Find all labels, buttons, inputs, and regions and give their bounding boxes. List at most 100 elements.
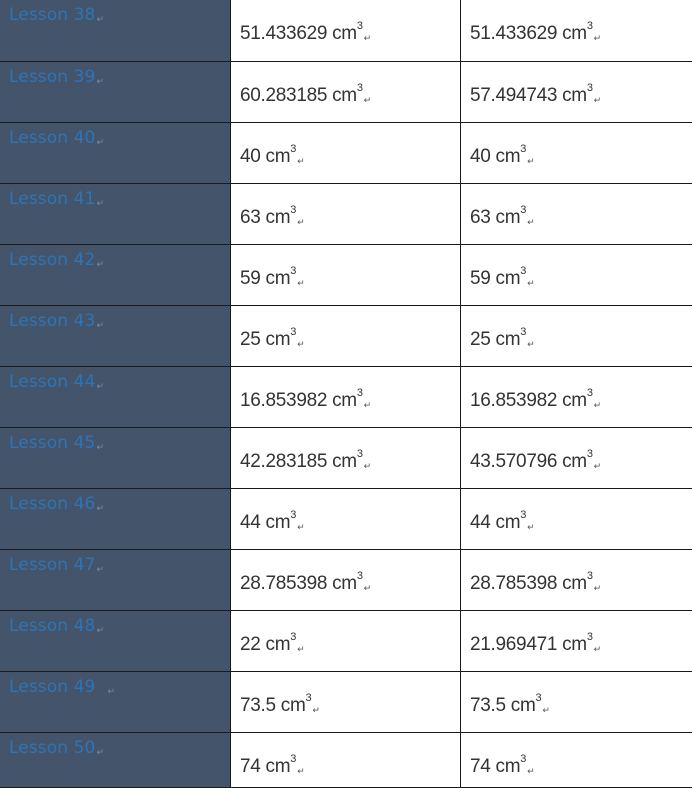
- cubic-exponent: 3: [587, 20, 593, 32]
- cubic-exponent: 3: [357, 448, 363, 460]
- volume-cell-1: 59 cm3↵: [231, 245, 461, 306]
- paragraph-mark-icon: ↵: [364, 96, 371, 106]
- paragraph-mark-icon: ↵: [96, 260, 104, 270]
- lesson-label: Lesson 45↵: [0, 428, 230, 453]
- cubic-exponent: 3: [357, 387, 363, 399]
- cubic-exponent: 3: [587, 82, 593, 94]
- paragraph-mark-icon: ↵: [364, 584, 371, 594]
- lesson-label-text: Lesson 41: [9, 189, 95, 209]
- paragraph-mark-icon: ↵: [527, 157, 534, 167]
- lesson-cell: Lesson 43↵: [0, 306, 231, 367]
- paragraph-mark-icon: ↵: [96, 443, 104, 453]
- lesson-label-text: Lesson 39: [9, 67, 95, 87]
- cubic-exponent: 3: [520, 204, 526, 216]
- paragraph-mark-icon: ↵: [542, 706, 549, 716]
- lesson-label: Lesson 50↵: [0, 733, 230, 758]
- volume-value: 40 cm3↵: [231, 123, 460, 168]
- paragraph-mark-icon: ↵: [364, 34, 371, 44]
- paragraph-mark-icon: ↵: [594, 584, 601, 594]
- volume-value-text: 74 cm: [470, 756, 520, 777]
- lesson-label: Lesson 44↵: [0, 367, 230, 392]
- volume-value-text: 63 cm: [470, 207, 520, 228]
- lesson-cell: Lesson 46↵: [0, 489, 231, 550]
- cubic-exponent: 3: [290, 631, 296, 643]
- paragraph-mark-icon: ↵: [527, 523, 534, 533]
- cubic-exponent: 3: [587, 448, 593, 460]
- paragraph-mark-icon: ↵: [297, 218, 304, 228]
- lesson-label-text: Lesson 47: [9, 555, 95, 575]
- cubic-exponent: 3: [290, 509, 296, 521]
- volume-cell-1: 74 cm3↵: [231, 733, 461, 788]
- volume-value: 28.785398 cm3↵: [231, 550, 460, 595]
- cubic-exponent: 3: [290, 143, 296, 155]
- paragraph-mark-icon: ↵: [96, 199, 104, 209]
- paragraph-mark-icon: ↵: [96, 748, 104, 758]
- volume-value-text: 73.5 cm: [470, 695, 536, 716]
- lesson-cell: Lesson 42↵: [0, 245, 231, 306]
- lesson-cell: Lesson 44↵: [0, 367, 231, 428]
- table-row: Lesson 40↵40 cm3↵40 cm3↵: [0, 123, 692, 184]
- lesson-cell: Lesson 50↵: [0, 733, 231, 788]
- lesson-label-text: Lesson 38: [9, 5, 95, 25]
- volume-cell-1: 22 cm3↵: [231, 611, 461, 672]
- volume-value-text: 42.283185 cm: [240, 451, 357, 472]
- volume-value: 43.570796 cm3↵: [461, 428, 692, 473]
- paragraph-mark-icon: ↵: [527, 767, 534, 777]
- lesson-cell: Lesson 49↵: [0, 672, 231, 733]
- volume-value-text: 40 cm: [240, 146, 290, 167]
- lesson-label-text: Lesson 42: [9, 250, 95, 270]
- volume-cell-1: 16.853982 cm3↵: [231, 367, 461, 428]
- paragraph-mark-icon: ↵: [297, 279, 304, 289]
- lesson-cell: Lesson 48↵: [0, 611, 231, 672]
- table-row: Lesson 48↵22 cm3↵21.969471 cm3↵: [0, 611, 692, 672]
- volume-value: 57.494743 cm3↵: [461, 62, 692, 107]
- cubic-exponent: 3: [520, 326, 526, 338]
- volume-value-text: 43.570796 cm: [470, 451, 587, 472]
- table-row: Lesson 45↵42.283185 cm3↵43.570796 cm3↵: [0, 428, 692, 489]
- table-row: Lesson 44↵16.853982 cm3↵16.853982 cm3↵: [0, 367, 692, 428]
- volume-value-text: 51.433629 cm: [240, 23, 357, 44]
- volume-value-text: 63 cm: [240, 207, 290, 228]
- cubic-exponent: 3: [357, 570, 363, 582]
- lesson-label: Lesson 43↵: [0, 306, 230, 331]
- paragraph-mark-icon: ↵: [297, 340, 304, 350]
- lesson-label: Lesson 41↵: [0, 184, 230, 209]
- volume-cell-2: 16.853982 cm3↵: [461, 367, 692, 428]
- volume-value: 25 cm3↵: [461, 306, 692, 351]
- volume-value: 59 cm3↵: [231, 245, 460, 290]
- volume-value-text: 22 cm: [240, 634, 290, 655]
- volume-value-text: 16.853982 cm: [240, 390, 357, 411]
- volume-value-text: 44 cm: [240, 512, 290, 533]
- lesson-label: Lesson 46↵: [0, 489, 230, 514]
- volume-value: 73.5 cm3↵: [231, 672, 460, 717]
- table-row: Lesson 47↵28.785398 cm3↵28.785398 cm3↵: [0, 550, 692, 611]
- volume-cell-2: 59 cm3↵: [461, 245, 692, 306]
- lesson-label-text: Lesson 43: [9, 311, 95, 331]
- lesson-label-text: Lesson 50: [9, 738, 95, 758]
- volume-cell-2: 57.494743 cm3↵: [461, 62, 692, 123]
- paragraph-mark-icon: ↵: [594, 401, 601, 411]
- paragraph-mark-icon: ↵: [297, 157, 304, 167]
- lesson-label: Lesson 42↵: [0, 245, 230, 270]
- volume-cell-2: 43.570796 cm3↵: [461, 428, 692, 489]
- paragraph-mark-icon: ↵: [96, 504, 104, 514]
- cubic-exponent: 3: [357, 20, 363, 32]
- cubic-exponent: 3: [520, 265, 526, 277]
- cubic-exponent: 3: [520, 753, 526, 765]
- volume-value: 42.283185 cm3↵: [231, 428, 460, 473]
- paragraph-mark-icon: ↵: [297, 767, 304, 777]
- table-row: Lesson 41↵63 cm3↵63 cm3↵: [0, 184, 692, 245]
- volume-value: 22 cm3↵: [231, 611, 460, 656]
- volume-value-text: 44 cm: [470, 512, 520, 533]
- volume-cell-1: 28.785398 cm3↵: [231, 550, 461, 611]
- volume-value-text: 28.785398 cm: [240, 573, 357, 594]
- paragraph-mark-icon: ↵: [96, 77, 104, 87]
- volume-cell-1: 25 cm3↵: [231, 306, 461, 367]
- paragraph-mark-icon: ↵: [96, 382, 104, 392]
- volume-value-text: 60.283185 cm: [240, 85, 357, 106]
- paragraph-mark-icon: ↵: [297, 645, 304, 655]
- paragraph-mark-icon: ↵: [527, 279, 534, 289]
- volume-value: 63 cm3↵: [231, 184, 460, 229]
- table-row: Lesson 39↵60.283185 cm3↵57.494743 cm3↵: [0, 62, 692, 123]
- volume-value: 40 cm3↵: [461, 123, 692, 168]
